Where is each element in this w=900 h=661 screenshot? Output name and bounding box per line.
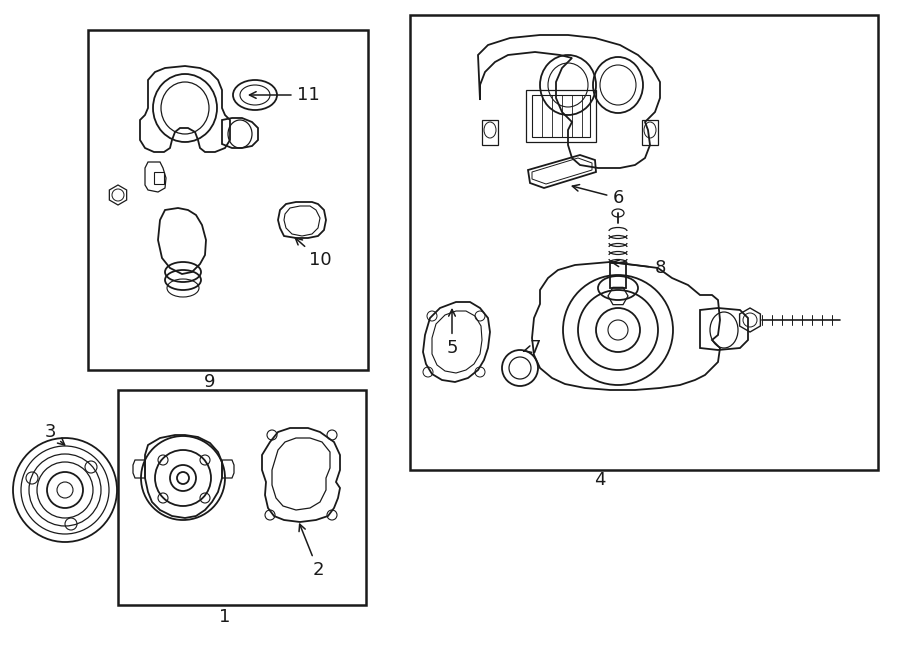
- Bar: [154, 172, 164, 184]
- Bar: [526, 90, 596, 142]
- Bar: [118, 390, 366, 605]
- Text: 11: 11: [249, 86, 320, 104]
- Text: 10: 10: [295, 238, 331, 269]
- Text: 2: 2: [299, 524, 324, 579]
- Text: 1: 1: [220, 608, 230, 626]
- Text: 4: 4: [594, 471, 606, 489]
- Text: 3: 3: [44, 423, 65, 445]
- Text: 8: 8: [613, 259, 666, 277]
- Bar: [410, 15, 878, 470]
- Text: 6: 6: [572, 184, 624, 207]
- Bar: [88, 30, 368, 370]
- Text: 9: 9: [204, 373, 216, 391]
- Text: 5: 5: [446, 309, 458, 357]
- Text: 7: 7: [524, 339, 541, 357]
- Bar: [532, 95, 590, 137]
